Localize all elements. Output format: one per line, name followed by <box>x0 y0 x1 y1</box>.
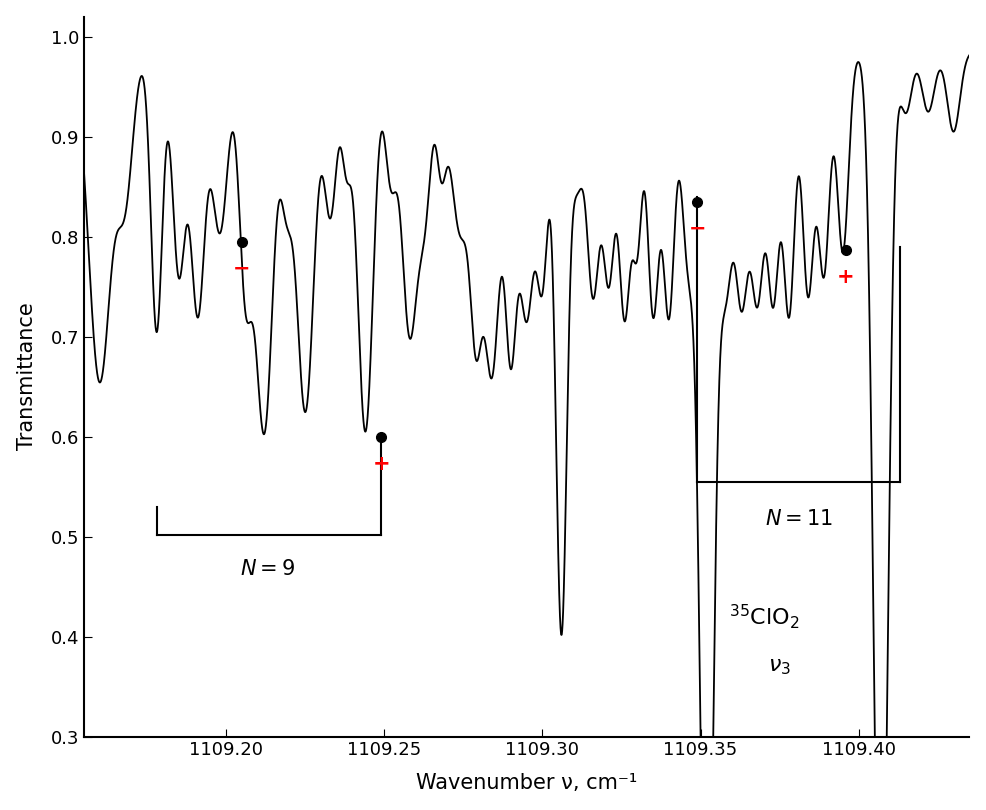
Text: $^{35}$ClO$_2$: $^{35}$ClO$_2$ <box>729 602 799 631</box>
Text: −: − <box>234 258 250 279</box>
Text: −: − <box>688 219 706 239</box>
X-axis label: Wavenumber ν, cm⁻¹: Wavenumber ν, cm⁻¹ <box>416 774 637 793</box>
Text: +: + <box>837 266 855 287</box>
Text: $N = 9$: $N = 9$ <box>240 559 295 578</box>
Text: $\nu_3$: $\nu_3$ <box>768 657 791 676</box>
Text: $N = 11$: $N = 11$ <box>764 509 832 529</box>
Text: +: + <box>373 454 390 474</box>
Y-axis label: Transmittance: Transmittance <box>17 303 36 450</box>
